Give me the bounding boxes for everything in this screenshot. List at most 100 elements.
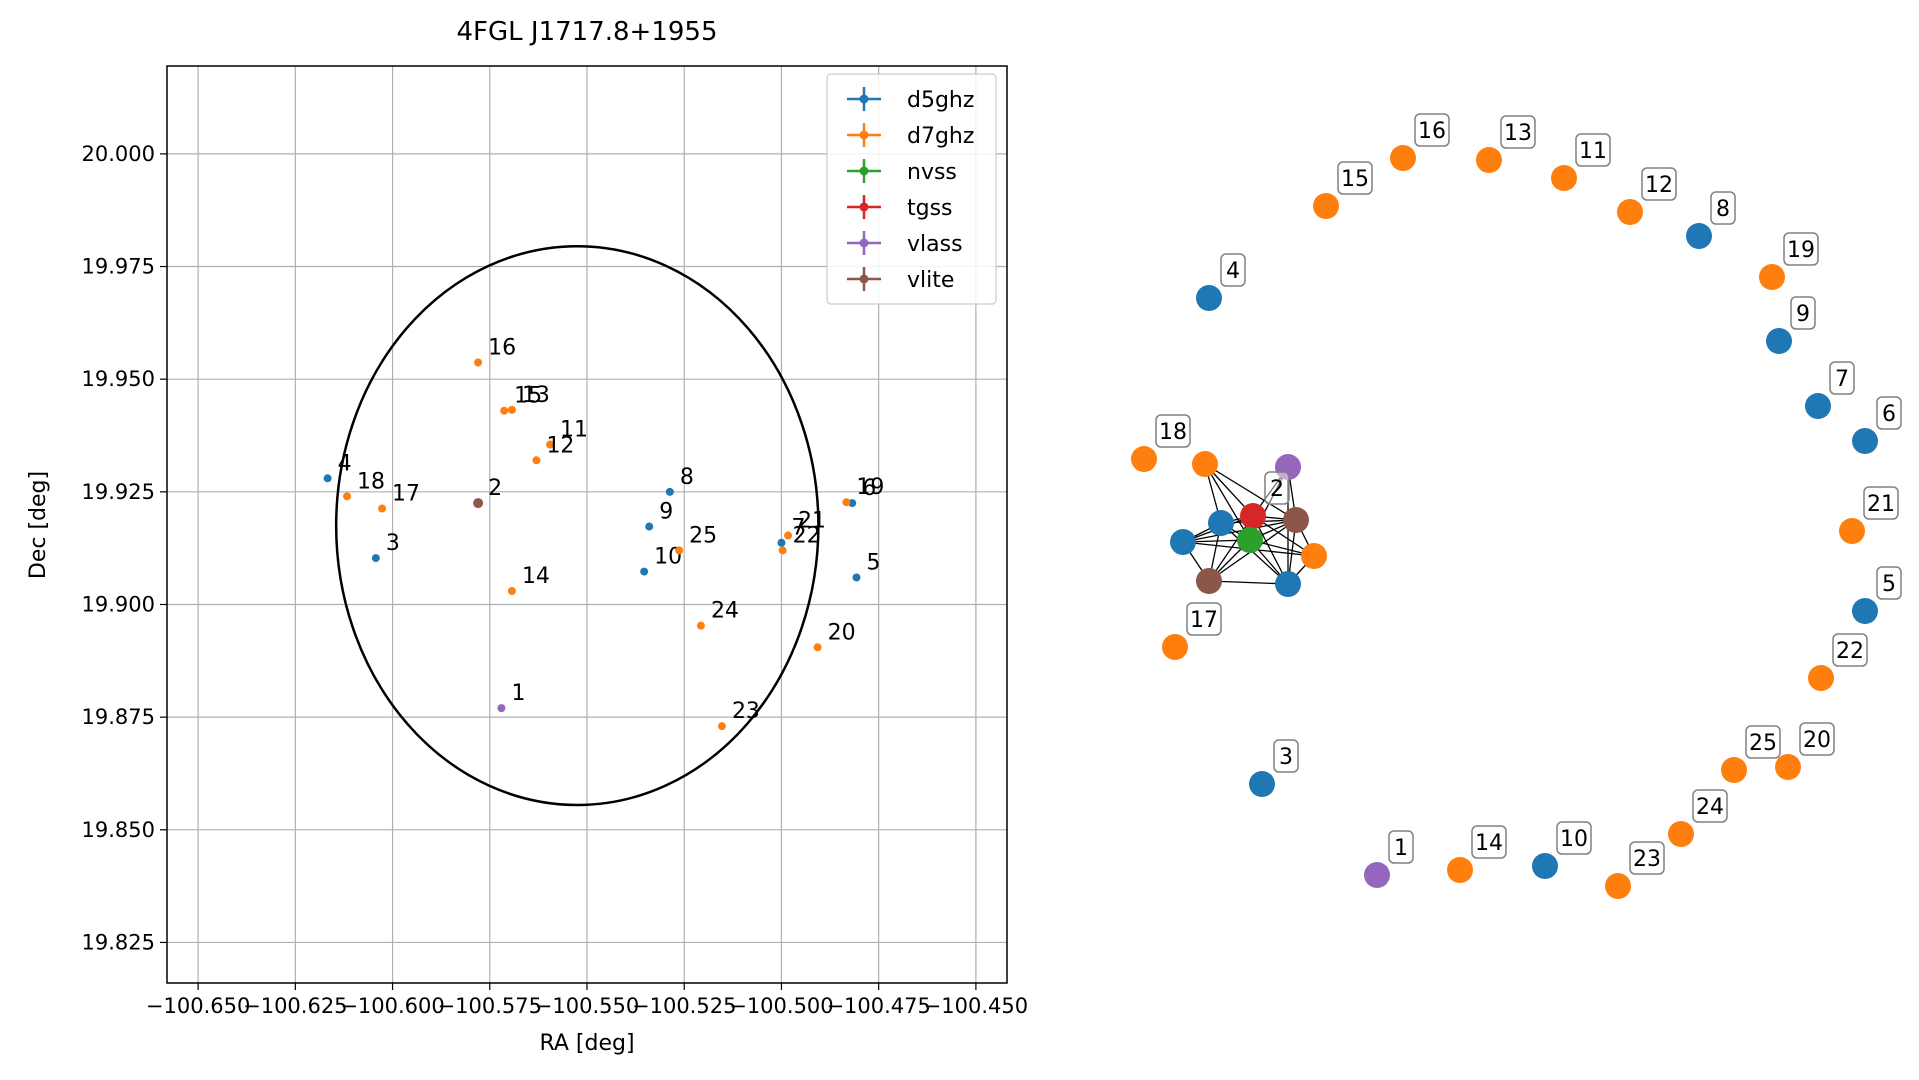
- graph-node: [1208, 510, 1234, 536]
- node-label: 16: [1418, 119, 1446, 144]
- legend: d5ghz d7ghz nvss tgss vlass vlite: [826, 73, 997, 305]
- node-label: 1: [1394, 836, 1408, 861]
- node-label-box: [1745, 725, 1781, 759]
- node-label: 22: [1836, 639, 1864, 664]
- source-label: 1: [511, 681, 525, 706]
- source-point: [852, 573, 861, 582]
- source-label: 3: [386, 531, 400, 556]
- graph-node: [1532, 853, 1558, 879]
- node-label-box: [1471, 825, 1507, 859]
- source-point: [474, 358, 483, 367]
- node-label-box: [1790, 296, 1816, 330]
- source-point: [371, 554, 380, 563]
- node-label-box: [1799, 722, 1835, 756]
- node-label: 18: [1159, 420, 1187, 445]
- legend-item: d7ghz: [847, 123, 974, 149]
- x-tick-label: −100.550: [535, 994, 639, 1018]
- graph-node: [1852, 598, 1878, 624]
- legend-marker: [859, 202, 869, 212]
- node-label: 9: [1796, 302, 1810, 327]
- node-label-box: [1556, 821, 1592, 855]
- source-point: [640, 567, 649, 576]
- node-label-box: [1876, 396, 1902, 430]
- source-label: 5: [867, 550, 881, 575]
- graph-node: [1364, 862, 1390, 888]
- y-axis-ticks: 19.825 19.850 19.875 19.900 19.925 19.950 19.9…: [82, 142, 167, 954]
- graph-node: [1551, 165, 1577, 191]
- node-label: 24: [1696, 795, 1724, 820]
- source-label: 17: [392, 482, 420, 507]
- node-label: 14: [1475, 831, 1503, 856]
- legend-item: vlass: [847, 231, 963, 257]
- search-radius-circle: [334, 244, 820, 807]
- source-point: [507, 405, 516, 414]
- source-point: [497, 704, 506, 713]
- source-point: [507, 586, 516, 595]
- y-tick-label: 19.850: [82, 818, 155, 842]
- graph-edge: [1208, 515, 1254, 582]
- node-label: 6: [1882, 402, 1896, 427]
- y-tick-label: 19.975: [82, 255, 155, 279]
- graph-node: [1275, 454, 1301, 480]
- node-label-box: [1337, 161, 1373, 195]
- legend-item: vlite: [847, 267, 954, 293]
- y-tick-label: 19.950: [82, 367, 155, 391]
- node-label: 8: [1716, 197, 1730, 222]
- graph-edge: [1204, 463, 1251, 541]
- node-label: 4: [1226, 259, 1240, 284]
- graph-node: [1766, 328, 1792, 354]
- y-tick-label: 19.925: [82, 480, 155, 504]
- graph-nodes: [1131, 145, 1878, 899]
- y-tick-label: 19.825: [82, 930, 155, 954]
- region-circle: [334, 244, 820, 807]
- node-label-box: [1220, 253, 1246, 287]
- source-label: 25: [689, 523, 717, 548]
- source-label: 7: [791, 516, 805, 541]
- x-tick-label: −100.625: [243, 994, 347, 1018]
- legend-box: [826, 73, 997, 305]
- x-tick-label: −100.600: [340, 994, 444, 1018]
- node-label: 11: [1579, 139, 1607, 164]
- graph-node: [1808, 665, 1834, 691]
- legend-label: d7ghz: [907, 124, 974, 149]
- legend-label: tgss: [907, 196, 953, 221]
- graph-node: [1131, 446, 1157, 472]
- source-point: [717, 722, 726, 731]
- graph-node: [1240, 503, 1266, 529]
- node-label: 25: [1749, 731, 1777, 756]
- node-label-box: [1388, 830, 1414, 864]
- graph-node: [1852, 428, 1878, 454]
- x-tick-label: −100.575: [438, 994, 542, 1018]
- graph-edge: [1204, 463, 1297, 521]
- source-point: [813, 643, 822, 652]
- source-label: 16: [488, 336, 516, 361]
- graph-node: [1196, 568, 1222, 594]
- graph-node: [1617, 199, 1643, 225]
- legend-item: nvss: [847, 159, 957, 185]
- graph-node: [1686, 223, 1712, 249]
- source-point: [696, 621, 705, 630]
- legend-label: vlass: [907, 232, 963, 257]
- graph-node: [1170, 529, 1196, 555]
- source-label: 12: [546, 433, 574, 458]
- node-label: 19: [1787, 238, 1815, 263]
- source-label: 21: [798, 509, 826, 534]
- legend-marker: [859, 94, 869, 104]
- node-label-box: [1876, 566, 1902, 600]
- node-label-box: [1186, 602, 1222, 636]
- node-label: 21: [1867, 492, 1895, 517]
- legend-label: d5ghz: [907, 88, 974, 113]
- source-label: 23: [732, 699, 760, 724]
- node-label: 13: [1504, 121, 1532, 146]
- y-tick-label: 19.875: [82, 705, 155, 729]
- source-point: [473, 498, 484, 509]
- legend-item: tgss: [847, 195, 953, 221]
- graph-node: [1759, 264, 1785, 290]
- source-point: [665, 487, 674, 496]
- node-label-box: [1692, 789, 1728, 823]
- node-label-box: [1710, 191, 1736, 225]
- source-label: 14: [522, 564, 550, 589]
- graph-node: [1805, 393, 1831, 419]
- source-point: [778, 546, 787, 555]
